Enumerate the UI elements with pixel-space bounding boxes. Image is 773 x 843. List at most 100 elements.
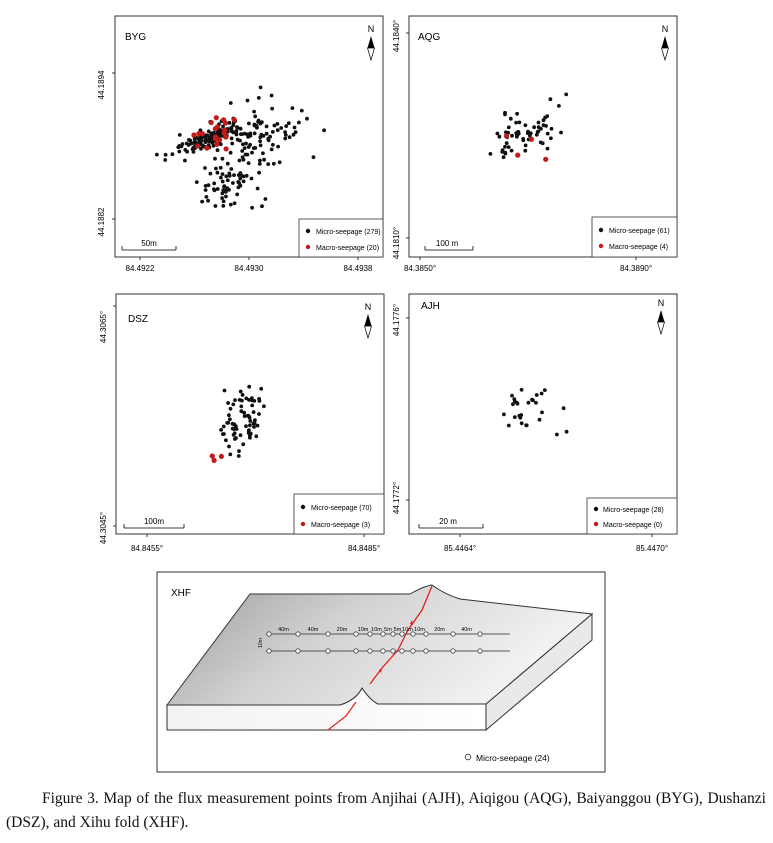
micro-seepage-point	[233, 437, 237, 441]
legend-marker-micro	[305, 228, 311, 234]
spacing-label: 20m	[434, 627, 445, 633]
legend-marker-macro	[598, 243, 604, 249]
micro-seepage-point	[291, 132, 296, 137]
spacing-label: 10m	[371, 627, 382, 633]
micro-seepage-point	[248, 433, 252, 438]
micro-seepage-point	[206, 198, 211, 203]
legend-marker-macro	[305, 244, 311, 250]
legend: Micro-seepage (279) Macro-seepage (20)	[298, 218, 384, 258]
micro-seepage-point	[555, 432, 559, 437]
panel-ajh: AJH N 20 m Micro-seepage (28) Macro-seep…	[392, 293, 678, 553]
micro-seepage-point	[477, 648, 483, 654]
micro-seepage-point	[258, 85, 263, 90]
micro-seepage-point	[191, 145, 196, 150]
micro-seepage-point	[515, 134, 519, 139]
legend: Micro-seepage (61) Macro-seepage (4)	[591, 216, 678, 258]
micro-seepage-point	[252, 131, 257, 136]
micro-seepage-point	[503, 144, 507, 149]
y-ticks: 44.1776° 44.1772°	[392, 304, 409, 514]
micro-seepage-point	[246, 161, 251, 166]
micro-seepage-point	[244, 141, 248, 146]
micro-seepage-point	[231, 433, 236, 437]
micro-seepage-point	[519, 421, 524, 426]
micro-seepage-point	[262, 404, 266, 409]
legend-marker-macro	[300, 521, 306, 527]
micro-seepage-point	[219, 175, 223, 180]
micro-seepage-point	[256, 96, 261, 100]
scale-bar-label: 20 m	[439, 517, 457, 526]
micro-seepage-point	[203, 166, 207, 170]
north-label: N	[365, 302, 372, 312]
x-ticks: 84.8455° 84.8485°	[131, 534, 380, 553]
scale-bar-label: 100m	[144, 517, 164, 526]
micro-seepage-point	[545, 114, 550, 118]
micro-seepage-point	[163, 158, 168, 162]
micro-seepage-point	[215, 187, 220, 191]
micro-seepage-point	[488, 152, 493, 156]
y-ticks: 44.1840° 44.1810°	[392, 20, 409, 259]
legend: Micro-seepage (70) Macro-seepage (3)	[293, 493, 385, 535]
spacing-label: 40m	[461, 627, 472, 633]
micro-seepage-point	[523, 148, 528, 153]
micro-seepage-point	[284, 124, 289, 128]
x-tick-label: 85.4470°	[636, 544, 668, 553]
x-ticks: 85.4464° 85.4470°	[444, 534, 668, 553]
micro-seepage-point	[276, 144, 280, 149]
micro-seepage-point	[549, 136, 553, 141]
micro-seepage-point	[232, 173, 236, 178]
micro-seepage-point	[477, 631, 483, 637]
micro-seepage-point	[229, 167, 234, 171]
micro-seepage-point	[287, 135, 292, 140]
y-ticks: 44.3065° 44.3045°	[99, 305, 116, 544]
spacing-label: 20m	[337, 627, 348, 633]
micro-seepage-point	[508, 116, 513, 121]
micro-seepage-point	[230, 141, 235, 146]
micro-seepage-point	[252, 421, 257, 426]
micro-seepage-point	[545, 146, 550, 151]
micro-seepage-point	[248, 133, 253, 138]
scale-bar-label: 50m	[141, 239, 157, 248]
micro-seepage-point	[252, 425, 256, 429]
north-arrow: N	[661, 24, 669, 62]
micro-seepage-point	[239, 409, 244, 414]
micro-seepage-point	[244, 173, 249, 178]
micro-seepage-point	[231, 181, 235, 185]
legend-marker-micro	[593, 506, 599, 512]
micro-seepage-point	[228, 417, 232, 422]
y-tick-label: 44.1772°	[392, 482, 401, 514]
micro-seepage-point	[208, 135, 213, 139]
micro-seepage-point	[227, 121, 232, 125]
macro-seepage-point	[222, 120, 229, 126]
micro-seepage-point	[353, 648, 359, 654]
micro-seepage-point	[367, 648, 373, 654]
macro-seepage-point	[528, 136, 535, 142]
micro-seepage-point	[271, 161, 276, 166]
micro-seepage-point	[261, 134, 266, 138]
panel-dsz: DSZ N 100m Micro-seepage (70) Macro-seep…	[99, 293, 385, 553]
micro-seepage-point	[410, 648, 416, 654]
micro-seepage-point	[240, 393, 245, 397]
scale-bar-label: 100 m	[436, 239, 459, 248]
micro-seepage-point	[536, 129, 541, 134]
spacing-label: 40m	[278, 627, 289, 633]
micro-seepage-point	[241, 442, 246, 447]
micro-seepage-point	[506, 145, 511, 150]
micro-seepage-point	[269, 147, 274, 152]
micro-seepage-point	[399, 648, 405, 654]
micro-seepage-point	[170, 152, 175, 157]
figure-caption: Figure 3. Map of the flux measurement po…	[6, 787, 766, 835]
micro-seepage-point	[238, 126, 243, 131]
micro-seepage-point	[237, 449, 241, 453]
micro-seepage-point	[240, 398, 244, 403]
micro-seepage-point	[247, 428, 251, 432]
micro-seepage-point	[258, 139, 262, 144]
micro-seepage-point	[299, 108, 304, 113]
micro-seepage-point	[510, 393, 514, 398]
micro-seepage-point	[557, 104, 561, 108]
micro-seepage-point	[510, 133, 514, 138]
micro-seepage-point	[221, 424, 226, 429]
micro-seepage-point	[525, 131, 530, 136]
micro-seepage-point	[528, 131, 533, 136]
micro-seepage-point	[215, 170, 220, 175]
points-dsz	[209, 384, 266, 463]
